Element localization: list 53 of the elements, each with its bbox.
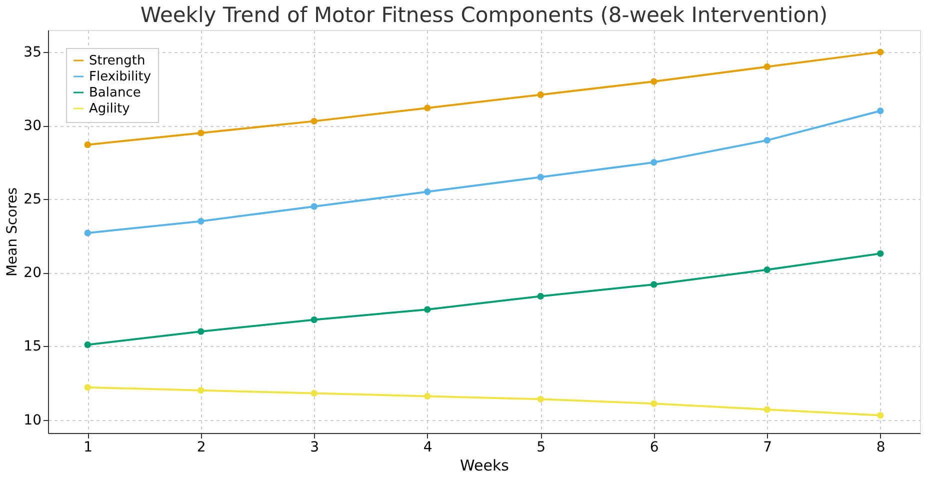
legend-label: Agility [89, 102, 130, 116]
point [537, 396, 544, 403]
point [198, 387, 204, 394]
point [198, 328, 204, 335]
point [424, 104, 431, 112]
point [764, 136, 770, 144]
point [310, 118, 318, 125]
point [764, 406, 770, 413]
y-tick-label: 35 [24, 44, 42, 61]
point [877, 412, 884, 419]
chart-title: Weekly Trend of Motor Fitness Components (8-week Intervention) [140, 3, 828, 27]
point [310, 203, 318, 210]
legend-label: Flexibility [89, 70, 152, 84]
y-tick-label: 25 [24, 192, 42, 208]
point [537, 292, 544, 300]
y-tick-label: 20 [24, 265, 42, 282]
point [650, 78, 658, 85]
point [310, 390, 318, 397]
point [424, 188, 431, 196]
x-axis-title: Weeks [460, 456, 510, 474]
point [764, 63, 770, 70]
point [650, 281, 658, 288]
point [84, 230, 91, 236]
legend-label: Strength [89, 54, 146, 68]
point [877, 108, 884, 114]
x-tick-label: 3 [310, 440, 320, 456]
y-tick-label: 10 [24, 412, 42, 428]
y-axis-title: Mean Scores [4, 187, 21, 277]
point [84, 341, 91, 348]
point [537, 91, 544, 98]
legend-label: Balance [89, 86, 141, 100]
x-tick-label: 4 [423, 440, 432, 456]
point [877, 48, 884, 56]
point [650, 400, 658, 407]
y-tick-label: 30 [24, 118, 42, 134]
x-tick-label: 7 [763, 440, 772, 456]
y-tick-label: 15 [24, 338, 42, 355]
point [84, 384, 91, 391]
x-tick-label: 5 [536, 440, 546, 456]
point [198, 218, 204, 225]
point [424, 392, 431, 400]
x-tick-label: 1 [84, 440, 93, 456]
point [650, 159, 658, 166]
point [537, 174, 544, 180]
x-tick-label: 6 [650, 440, 659, 456]
point [84, 141, 91, 148]
point [424, 306, 431, 313]
x-tick-label: 2 [196, 440, 206, 456]
point [877, 250, 884, 257]
x-tick-label: 8 [876, 440, 886, 456]
point [764, 266, 770, 274]
point [310, 316, 318, 324]
point [198, 130, 204, 136]
